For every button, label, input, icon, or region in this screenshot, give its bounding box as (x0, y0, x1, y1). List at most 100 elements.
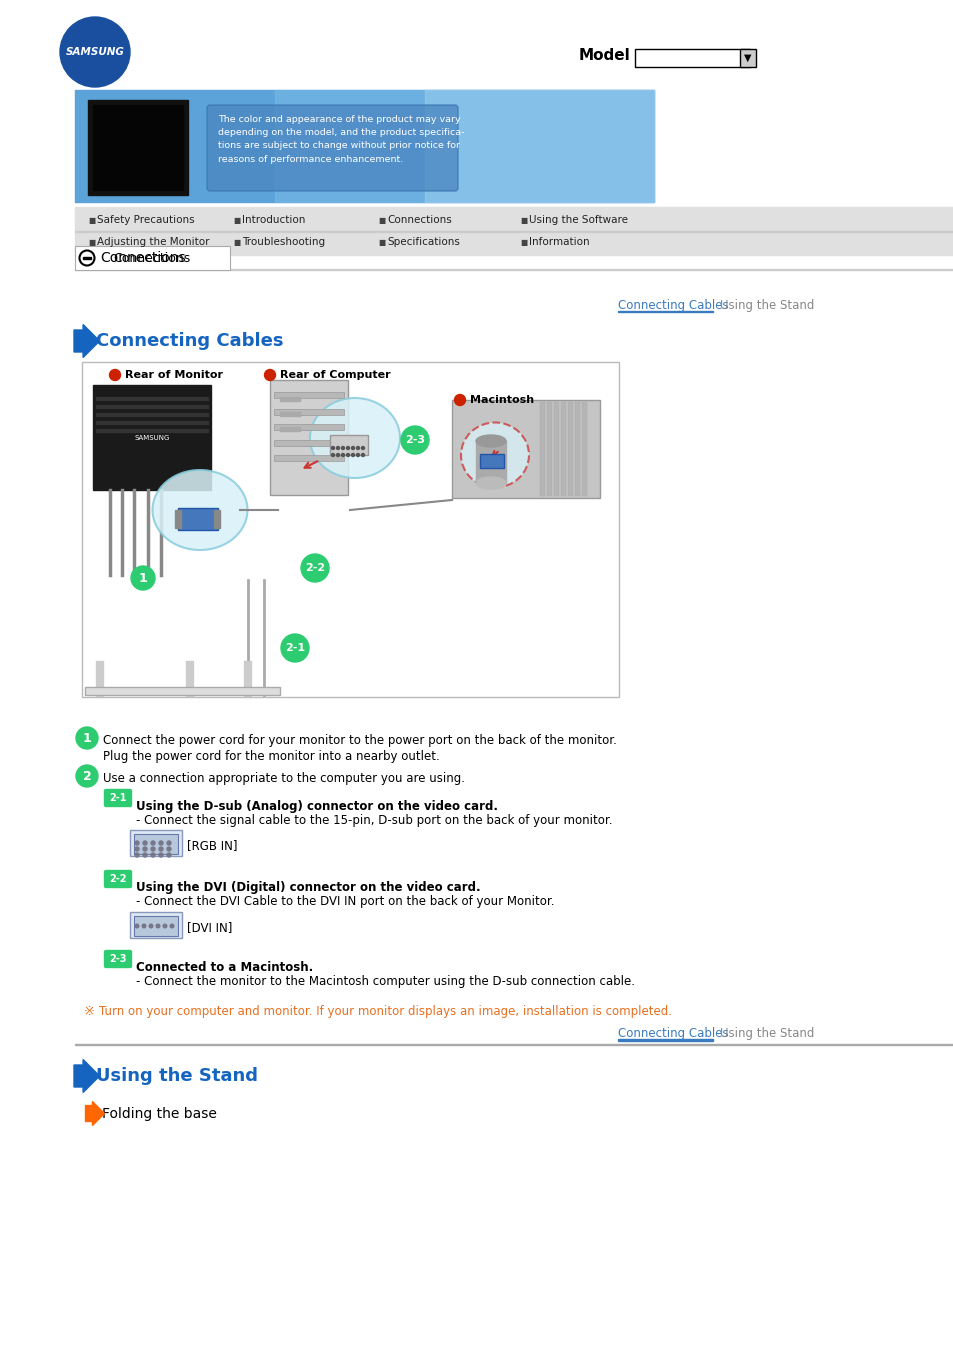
Bar (274, 440, 344, 446)
Circle shape (151, 847, 154, 851)
Text: Connections: Connections (100, 251, 186, 265)
Text: Connections: Connections (387, 215, 452, 226)
Bar (96, 413, 208, 416)
Bar (476, 440, 505, 484)
Circle shape (79, 250, 94, 266)
Circle shape (336, 454, 339, 457)
Circle shape (159, 842, 163, 844)
Text: ■: ■ (377, 216, 385, 224)
Circle shape (135, 924, 138, 928)
Bar (479, 454, 503, 467)
Bar (618, 1039, 712, 1042)
Bar (75, 207, 953, 255)
Bar (452, 400, 599, 499)
Circle shape (143, 842, 147, 844)
Text: ■: ■ (519, 216, 527, 224)
Text: Rear of Computer: Rear of Computer (280, 370, 390, 380)
Circle shape (60, 18, 130, 86)
Circle shape (336, 446, 339, 450)
Bar (554, 403, 558, 496)
Circle shape (346, 446, 349, 450)
Text: Folding the base: Folding the base (102, 1106, 216, 1121)
Text: Rear of Monitor: Rear of Monitor (125, 370, 223, 380)
Bar (88, 100, 188, 195)
Circle shape (341, 454, 344, 457)
Text: SAMSUNG: SAMSUNG (66, 47, 124, 57)
FancyBboxPatch shape (86, 1101, 104, 1125)
Bar (274, 91, 654, 203)
Bar (280, 412, 299, 416)
Text: Use a connection appropriate to the computer you are using.: Use a connection appropriate to the comp… (103, 771, 464, 785)
Text: SAMSUNG: SAMSUNG (134, 435, 170, 440)
Text: Safety Precautions: Safety Precautions (97, 215, 194, 226)
Text: Connections: Connections (113, 251, 191, 265)
Bar (130, 912, 182, 938)
Bar (424, 91, 654, 203)
Bar (82, 362, 618, 697)
Circle shape (281, 634, 309, 662)
Text: 2-1: 2-1 (110, 793, 127, 802)
Bar (213, 509, 220, 528)
Text: - Connect the DVI Cable to the DVI IN port on the back of your Monitor.: - Connect the DVI Cable to the DVI IN po… (136, 894, 554, 908)
Circle shape (341, 446, 344, 450)
Circle shape (76, 765, 98, 788)
Text: 2: 2 (83, 770, 91, 782)
Circle shape (170, 924, 173, 928)
Text: ■: ■ (233, 238, 240, 246)
Bar (85, 688, 280, 694)
Bar (581, 403, 586, 496)
Circle shape (351, 454, 355, 457)
Ellipse shape (152, 470, 247, 550)
Text: Troubleshooting: Troubleshooting (242, 236, 325, 247)
Circle shape (331, 446, 335, 450)
Text: ■: ■ (88, 238, 95, 246)
Bar (92, 105, 183, 190)
Bar (575, 403, 579, 496)
Text: - Connect the signal cable to the 15-pin, D-sub port on the back of your monitor: - Connect the signal cable to the 15-pin… (136, 815, 612, 827)
Bar (280, 427, 299, 431)
Text: ※: ※ (84, 1005, 95, 1019)
Bar (133, 916, 178, 936)
Ellipse shape (476, 435, 505, 447)
Circle shape (135, 852, 139, 857)
Bar (270, 380, 348, 494)
Text: Turn on your computer and monitor. If your monitor displays an image, installati: Turn on your computer and monitor. If yo… (99, 1005, 671, 1019)
Circle shape (135, 842, 139, 844)
Circle shape (301, 554, 329, 582)
Text: Using the D-sub (Analog) connector on the video card.: Using the D-sub (Analog) connector on th… (136, 800, 497, 813)
Circle shape (356, 454, 359, 457)
Circle shape (361, 446, 364, 450)
FancyBboxPatch shape (74, 324, 99, 358)
Text: [DVI IN]: [DVI IN] (187, 921, 233, 935)
Bar (740, 49, 755, 68)
Text: The color and appearance of the product may vary
depending on the model, and the: The color and appearance of the product … (218, 115, 464, 163)
Circle shape (400, 426, 429, 454)
Text: 2-2: 2-2 (110, 874, 127, 884)
Text: Introduction: Introduction (242, 215, 305, 226)
Circle shape (159, 852, 163, 857)
Text: 2-3: 2-3 (405, 435, 424, 444)
Text: 2-1: 2-1 (285, 643, 305, 653)
Text: Using the Stand: Using the Stand (720, 299, 814, 312)
FancyBboxPatch shape (105, 951, 132, 967)
Text: Macintosh: Macintosh (470, 394, 534, 405)
Ellipse shape (310, 399, 399, 478)
Ellipse shape (460, 423, 529, 488)
FancyBboxPatch shape (74, 1059, 99, 1093)
Text: Using the DVI (Digital) connector on the video card.: Using the DVI (Digital) connector on the… (136, 881, 480, 894)
Text: ■: ■ (519, 238, 527, 246)
Circle shape (149, 924, 152, 928)
Bar (96, 405, 208, 408)
Text: 2-2: 2-2 (305, 563, 325, 573)
Text: 1: 1 (138, 571, 147, 585)
Circle shape (131, 566, 154, 590)
Text: ■: ■ (88, 216, 95, 224)
Bar (83, 257, 91, 259)
Circle shape (163, 924, 167, 928)
Text: Specifications: Specifications (387, 236, 459, 247)
Text: Using the Stand: Using the Stand (96, 1067, 257, 1085)
Bar (330, 435, 368, 455)
Text: Plug the power cord for the monitor into a nearby outlet.: Plug the power cord for the monitor into… (103, 750, 439, 763)
Text: Adjusting the Monitor: Adjusting the Monitor (97, 236, 210, 247)
Text: ■: ■ (377, 238, 385, 246)
